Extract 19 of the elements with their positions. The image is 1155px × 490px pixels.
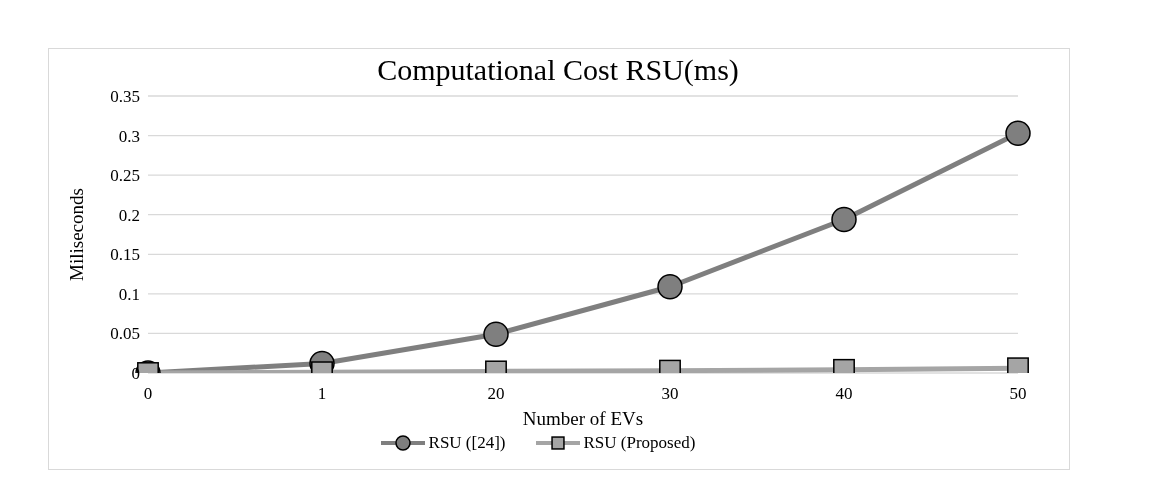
x-tick-label: 20 (487, 384, 505, 404)
x-tick-label: 1 (317, 384, 327, 404)
x-tick-label: 50 (1009, 384, 1027, 404)
y-tick-label: 0.15 (110, 245, 140, 265)
y-tick-label: 0 (131, 364, 140, 384)
y-tick-label: 0.2 (118, 205, 140, 225)
y-tick-label: 0.05 (110, 324, 140, 344)
y-tick-label: 0.1 (118, 284, 140, 304)
x-tick-label: 40 (835, 384, 853, 404)
x-tick-label: 30 (661, 384, 679, 404)
y-tick-label: 0.35 (110, 87, 140, 107)
legend-label: RSU ([24]) (428, 433, 506, 453)
x-axis-title: Number of EVs (522, 408, 644, 429)
y-tick-label: 0.3 (118, 126, 140, 146)
x-tick-label: 0 (143, 384, 153, 404)
y-tick-label: 0.25 (110, 166, 140, 186)
chart-title: Computational Cost RSU(ms) (376, 53, 740, 87)
y-axis-title: Miliseconds (65, 188, 87, 281)
legend-label: RSU (Proposed) (583, 433, 696, 453)
